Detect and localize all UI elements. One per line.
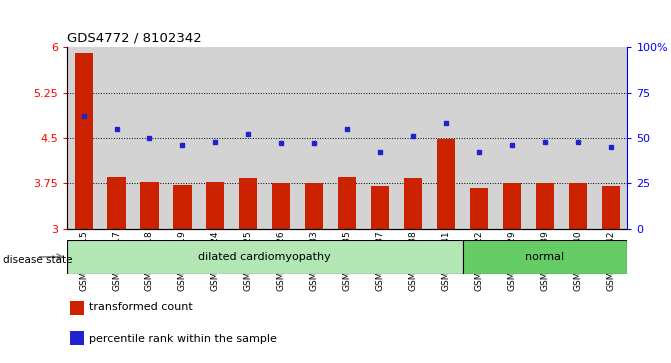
Bar bbox=[240, 178, 258, 229]
Bar bbox=[536, 183, 554, 229]
Bar bbox=[338, 177, 356, 229]
Bar bbox=[503, 183, 521, 229]
Bar bbox=[140, 182, 158, 229]
Bar bbox=[437, 139, 455, 229]
Text: dilated cardiomyopathy: dilated cardiomyopathy bbox=[199, 252, 331, 262]
Bar bbox=[67, 240, 462, 274]
Text: normal: normal bbox=[525, 252, 564, 262]
Bar bbox=[272, 183, 291, 229]
Bar bbox=[462, 240, 627, 274]
Bar bbox=[207, 182, 225, 229]
Bar bbox=[404, 178, 422, 229]
Bar bbox=[470, 188, 488, 229]
Text: percentile rank within the sample: percentile rank within the sample bbox=[89, 334, 277, 344]
Text: disease state: disease state bbox=[3, 254, 73, 265]
Bar bbox=[371, 186, 389, 229]
Bar bbox=[74, 53, 93, 229]
Bar bbox=[70, 301, 84, 315]
Bar bbox=[70, 331, 84, 346]
Bar bbox=[305, 183, 323, 229]
Bar bbox=[173, 185, 191, 229]
Text: GDS4772 / 8102342: GDS4772 / 8102342 bbox=[67, 32, 202, 45]
Text: transformed count: transformed count bbox=[89, 302, 193, 312]
Bar bbox=[569, 183, 587, 229]
Bar bbox=[602, 186, 620, 229]
Bar bbox=[107, 177, 125, 229]
